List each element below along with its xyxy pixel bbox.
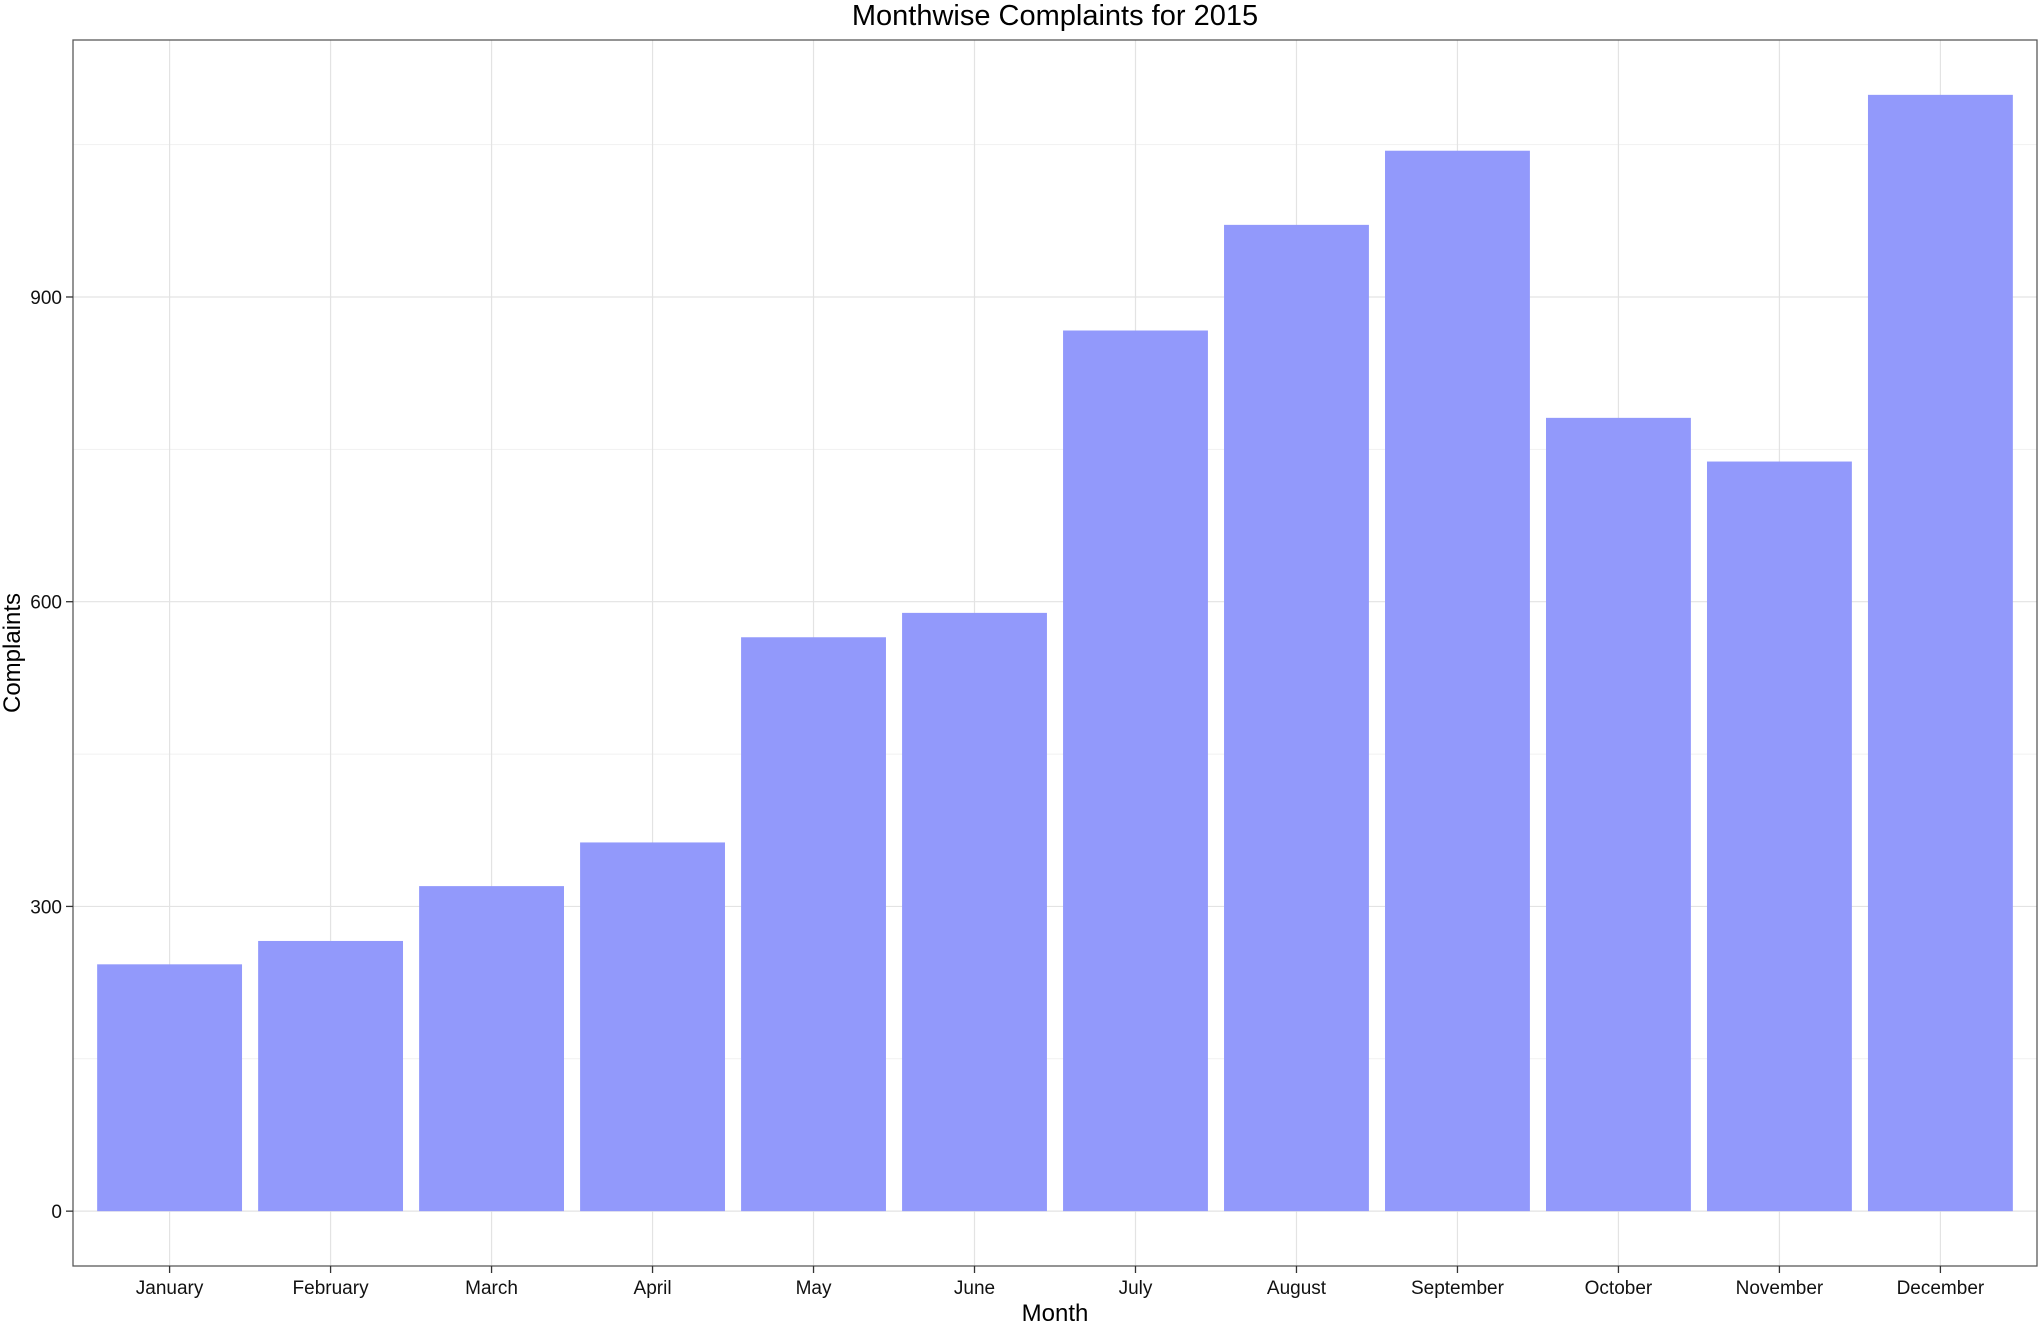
bar-may	[741, 637, 886, 1212]
x-tick-label: December	[1897, 1278, 1985, 1299]
y-tick-label: 600	[30, 593, 62, 614]
bar-december	[1867, 94, 2013, 1212]
y-tick-label: 0	[51, 1202, 62, 1223]
bar-march	[419, 886, 564, 1212]
x-tick-label: January	[136, 1278, 204, 1299]
bar-january	[97, 964, 243, 1212]
bar-november	[1706, 461, 1852, 1212]
bar-september	[1385, 150, 1530, 1212]
axis-ticks: 0 300 600 900 January February March April May Ju…	[30, 288, 1985, 1299]
x-tick-label: August	[1267, 1278, 1327, 1299]
x-tick-label: April	[634, 1278, 672, 1299]
bar-february	[258, 940, 404, 1212]
y-tick-label: 300	[30, 897, 62, 918]
bar-august	[1224, 224, 1369, 1212]
x-tick-label: March	[465, 1278, 518, 1299]
y-axis-label: Complaints	[0, 593, 26, 713]
x-tick-label: October	[1585, 1278, 1653, 1299]
bar-october	[1546, 417, 1691, 1212]
bar-july	[1063, 330, 1208, 1212]
x-tick-label: June	[954, 1278, 995, 1299]
x-tick-label: September	[1411, 1278, 1505, 1299]
x-tick-label: February	[293, 1278, 370, 1299]
x-axis-label: Month	[1022, 1300, 1089, 1327]
x-tick-label: November	[1736, 1278, 1824, 1299]
plot-panel-border	[72, 39, 2038, 1267]
chart-title: Monthwise Complaints for 2015	[852, 0, 1258, 32]
y-tick-label: 900	[30, 288, 62, 309]
x-tick-label: July	[1119, 1278, 1153, 1299]
bar-june	[902, 612, 1047, 1212]
bars	[97, 94, 2013, 1212]
bar-april	[580, 842, 725, 1212]
x-tick-label: May	[796, 1278, 832, 1299]
